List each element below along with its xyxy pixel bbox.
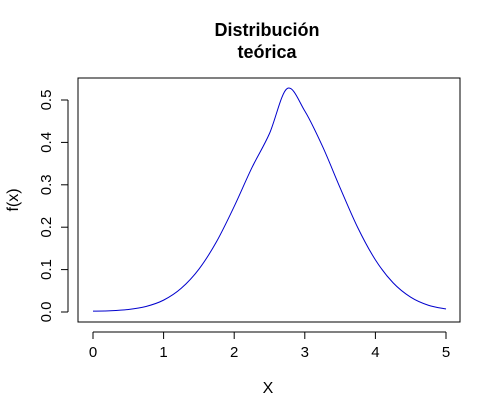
y-axis: 0.0 0.1 0.2 0.3 0.4 0.5 <box>38 90 69 323</box>
x-axis: 0 1 2 3 4 5 <box>89 331 450 361</box>
x-tick-label: 0 <box>89 344 97 361</box>
x-tick-label: 4 <box>371 344 379 361</box>
x-tick-label: 1 <box>159 344 167 361</box>
y-axis-label: f(x) <box>5 188 22 211</box>
y-tick-label: 0.5 <box>38 90 55 111</box>
chart-title-line-2: teórica <box>237 42 297 62</box>
y-tick-label: 0.3 <box>38 174 55 195</box>
plot-frame <box>77 77 461 323</box>
density-curve <box>92 87 447 312</box>
y-tick-label: 0.1 <box>38 259 55 280</box>
y-tick-label: 0.2 <box>38 217 55 238</box>
y-tick-label: 0.4 <box>38 132 55 153</box>
x-axis-label: X <box>263 380 274 397</box>
x-tick-label: 5 <box>442 344 450 361</box>
x-tick-label: 3 <box>301 344 309 361</box>
x-tick-label: 2 <box>230 344 238 361</box>
y-tick-label: 0.0 <box>38 302 55 323</box>
chart-title-line-1: Distribución <box>214 20 319 40</box>
